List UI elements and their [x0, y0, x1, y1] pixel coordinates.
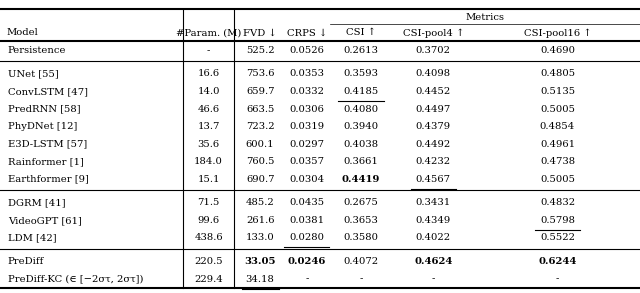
Text: PreDiff-KC (∈ [−2στ, 2στ]): PreDiff-KC (∈ [−2στ, 2στ])	[8, 275, 143, 284]
Text: 99.6: 99.6	[198, 216, 220, 225]
Text: PhyDNet [12]: PhyDNet [12]	[8, 122, 77, 131]
Text: CSI-pool16 ↑: CSI-pool16 ↑	[524, 28, 591, 38]
Text: 184.0: 184.0	[194, 157, 223, 166]
Text: 0.4232: 0.4232	[416, 157, 451, 166]
Text: 690.7: 690.7	[246, 175, 275, 184]
Text: 220.5: 220.5	[195, 257, 223, 266]
Text: 133.0: 133.0	[246, 233, 275, 242]
Text: 659.7: 659.7	[246, 87, 275, 96]
Text: 0.0353: 0.0353	[289, 69, 324, 79]
Text: 0.4072: 0.4072	[344, 257, 378, 266]
Text: -: -	[359, 275, 363, 284]
Text: 33.05: 33.05	[244, 257, 276, 266]
Text: 760.5: 760.5	[246, 157, 275, 166]
Text: 16.6: 16.6	[198, 69, 220, 79]
Text: 0.5135: 0.5135	[540, 87, 575, 96]
Text: 0.0319: 0.0319	[289, 122, 324, 131]
Text: 525.2: 525.2	[246, 46, 275, 55]
Text: 0.3661: 0.3661	[344, 157, 378, 166]
Text: 0.4022: 0.4022	[416, 233, 451, 242]
Text: 0.3431: 0.3431	[415, 198, 451, 207]
Text: 0.0357: 0.0357	[289, 157, 324, 166]
Text: 0.6244: 0.6244	[538, 257, 577, 266]
Text: 0.0306: 0.0306	[289, 105, 324, 113]
Text: 35.6: 35.6	[198, 139, 220, 149]
Text: 0.0280: 0.0280	[289, 233, 324, 242]
Text: 0.4624: 0.4624	[414, 257, 452, 266]
Text: CSI-pool4 ↑: CSI-pool4 ↑	[403, 28, 464, 38]
Text: 0.3593: 0.3593	[344, 69, 378, 79]
Text: 0.4961: 0.4961	[540, 139, 575, 149]
Text: 71.5: 71.5	[198, 198, 220, 207]
Text: 0.4098: 0.4098	[416, 69, 451, 79]
Text: 261.6: 261.6	[246, 216, 275, 225]
Text: -: -	[431, 275, 435, 284]
Text: 0.2675: 0.2675	[344, 198, 378, 207]
Text: 0.5005: 0.5005	[540, 105, 575, 113]
Text: 0.0381: 0.0381	[289, 216, 324, 225]
Text: PredRNN [58]: PredRNN [58]	[8, 105, 80, 113]
Text: 0.4854: 0.4854	[540, 122, 575, 131]
Text: 0.4185: 0.4185	[343, 87, 379, 96]
Text: 229.4: 229.4	[195, 275, 223, 284]
Text: 0.3702: 0.3702	[416, 46, 451, 55]
Text: LDM [42]: LDM [42]	[8, 233, 56, 242]
Text: 0.4038: 0.4038	[344, 139, 378, 149]
Text: Rainformer [1]: Rainformer [1]	[8, 157, 84, 166]
Text: 13.7: 13.7	[198, 122, 220, 131]
Text: 0.4497: 0.4497	[415, 105, 451, 113]
Text: 0.0246: 0.0246	[288, 257, 326, 266]
Text: 600.1: 600.1	[246, 139, 275, 149]
Text: VideoGPT [61]: VideoGPT [61]	[8, 216, 81, 225]
Text: 0.4738: 0.4738	[540, 157, 575, 166]
Text: 0.4080: 0.4080	[344, 105, 378, 113]
Text: 14.0: 14.0	[197, 87, 220, 96]
Text: 0.4567: 0.4567	[416, 175, 451, 184]
Text: 0.3580: 0.3580	[344, 233, 378, 242]
Text: 753.6: 753.6	[246, 69, 275, 79]
Text: 0.4419: 0.4419	[342, 175, 380, 184]
Text: 0.5005: 0.5005	[540, 175, 575, 184]
Text: 0.0304: 0.0304	[289, 175, 324, 184]
Text: E3D-LSTM [57]: E3D-LSTM [57]	[8, 139, 87, 149]
Text: FVD ↓: FVD ↓	[243, 28, 277, 38]
Text: 0.2613: 0.2613	[344, 46, 378, 55]
Text: 663.5: 663.5	[246, 105, 275, 113]
Text: 0.3940: 0.3940	[344, 122, 378, 131]
Text: 0.4492: 0.4492	[415, 139, 451, 149]
Text: CSI ↑: CSI ↑	[346, 28, 376, 38]
Text: PreDiff: PreDiff	[8, 257, 44, 266]
Text: UNet [55]: UNet [55]	[8, 69, 58, 79]
Text: 0.4349: 0.4349	[415, 216, 451, 225]
Text: Model: Model	[6, 28, 38, 38]
Text: -: -	[556, 275, 559, 284]
Text: 0.3653: 0.3653	[344, 216, 378, 225]
Text: ConvLSTM [47]: ConvLSTM [47]	[8, 87, 88, 96]
Text: 0.0297: 0.0297	[289, 139, 324, 149]
Text: 0.4690: 0.4690	[540, 46, 575, 55]
Text: 34.18: 34.18	[246, 275, 275, 284]
Text: 0.0332: 0.0332	[289, 87, 324, 96]
Text: Earthformer [9]: Earthformer [9]	[8, 175, 88, 184]
Text: DGRM [41]: DGRM [41]	[8, 198, 65, 207]
Text: 0.5522: 0.5522	[540, 233, 575, 242]
Text: 438.6: 438.6	[195, 233, 223, 242]
Text: 0.0435: 0.0435	[289, 198, 324, 207]
Text: 0.0526: 0.0526	[289, 46, 324, 55]
Text: -: -	[207, 46, 211, 55]
Text: 46.6: 46.6	[198, 105, 220, 113]
Text: 0.4379: 0.4379	[416, 122, 451, 131]
Text: Metrics: Metrics	[466, 13, 504, 22]
Text: #Param. (M): #Param. (M)	[176, 28, 241, 38]
Text: 723.2: 723.2	[246, 122, 275, 131]
Text: 0.5798: 0.5798	[540, 216, 575, 225]
Text: 0.4832: 0.4832	[540, 198, 575, 207]
Text: 0.4805: 0.4805	[540, 69, 575, 79]
Text: 0.4452: 0.4452	[415, 87, 451, 96]
Text: Persistence: Persistence	[8, 46, 66, 55]
Text: 15.1: 15.1	[197, 175, 220, 184]
Text: 485.2: 485.2	[246, 198, 275, 207]
Text: -: -	[305, 275, 308, 284]
Text: CRPS ↓: CRPS ↓	[287, 28, 327, 38]
